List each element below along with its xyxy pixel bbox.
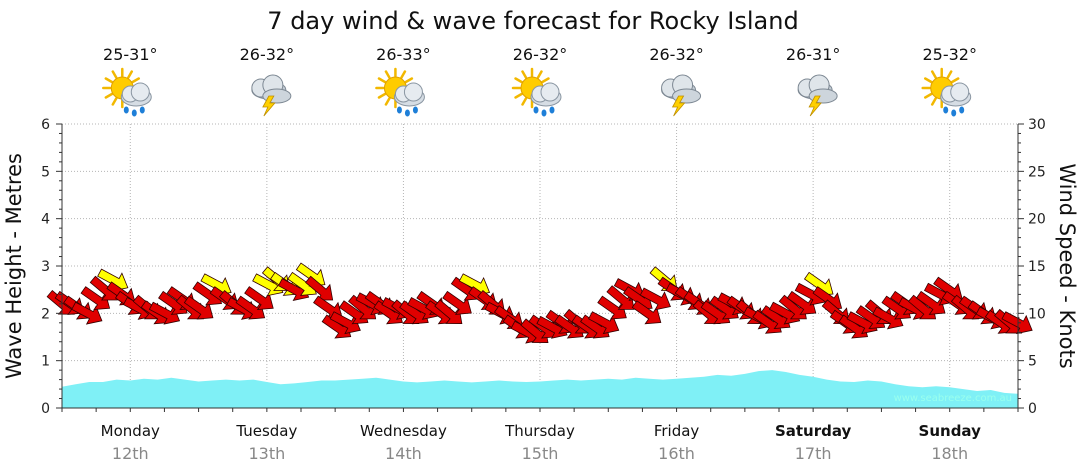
wind-arrow: [872, 306, 904, 330]
right-tick-label: 30: [1028, 117, 1046, 133]
wind-arrow: [148, 301, 181, 325]
right-tick-label: 25: [1028, 164, 1046, 180]
right-tick-label: 5: [1028, 354, 1037, 370]
day-name-label: Wednesday: [360, 422, 447, 440]
left-tick-label: 3: [41, 259, 50, 275]
day-date-label: 12th: [112, 444, 149, 463]
temperature-range: 25-31°: [103, 45, 158, 64]
cloud-storm-icon: [661, 74, 702, 117]
right-axis-label: Wind Speed - Knots: [1055, 163, 1079, 368]
temperature-range: 26-32°: [649, 45, 704, 64]
sun-cloud-rain-icon: [375, 67, 425, 117]
temperature-range: 26-32°: [513, 45, 568, 64]
day-date-label: 14th: [385, 444, 422, 463]
right-axis-ticks: 0 5 10 15 20 25 30: [1028, 117, 1046, 417]
left-axis-ticks: 0 1 2 3 4 5 6: [41, 117, 50, 417]
wind-arrow: [639, 287, 671, 311]
day-date-label: 17th: [795, 444, 832, 463]
credit-watermark: www.seabreeze.com.au: [894, 393, 1012, 404]
sun-cloud-rain-icon: [511, 67, 562, 117]
wind-arrow: [183, 295, 214, 320]
temperature-range: 26-31°: [786, 45, 841, 64]
day-name-label: Tuesday: [235, 422, 297, 440]
left-tick-label: 1: [41, 354, 50, 370]
left-tick-label: 0: [41, 401, 50, 417]
wind-arrow: [80, 286, 111, 311]
wave-height-area: [62, 370, 1018, 408]
day-date-label: 15th: [522, 444, 559, 463]
wind-arrow: [606, 285, 635, 310]
day-name-label: Monday: [101, 422, 160, 440]
left-tick-label: 6: [41, 117, 50, 133]
wave-height-series: [62, 370, 1018, 408]
day-name-label: Saturday: [775, 422, 852, 440]
temperature-range: 26-33°: [376, 45, 431, 64]
wind-arrow: [434, 299, 463, 324]
wind-arrow: [588, 311, 620, 335]
right-tick-label: 10: [1028, 306, 1046, 322]
cloud-storm-icon: [797, 74, 838, 117]
grid-lines: [62, 123, 1018, 408]
wind-arrow: [329, 311, 361, 335]
day-date-label: 13th: [248, 444, 285, 463]
temperature-range: 26-32°: [240, 45, 295, 64]
right-tick-label: 20: [1028, 212, 1046, 228]
day-name-label: Sunday: [919, 422, 982, 440]
axes: [56, 123, 1024, 412]
day-date-label: 18th: [931, 444, 968, 463]
day-labels: Monday 12th Tuesday 13th Wednesday 14th Thursd…: [101, 422, 981, 463]
left-axis-label: Wave Height - Metres: [2, 153, 26, 379]
wind-arrow: [244, 286, 274, 311]
wind-arrow: [442, 290, 472, 315]
sun-cloud-rain-icon: [921, 67, 972, 117]
sun-cloud-rain-icon: [102, 67, 152, 117]
wind-arrow: [631, 300, 662, 325]
wind-arrows-layer: [46, 262, 1033, 344]
wind-arrow: [915, 290, 946, 315]
wind-arrow: [786, 290, 817, 315]
left-tick-label: 5: [41, 164, 50, 180]
cloud-storm-icon: [251, 74, 292, 117]
day-name-label: Friday: [654, 422, 700, 440]
left-tick-label: 4: [41, 212, 50, 228]
chart-title: 7 day wind & wave forecast for Rocky Isl…: [267, 7, 798, 35]
wind-arrow: [305, 275, 334, 301]
wind-arrow: [71, 301, 103, 325]
right-tick-label: 15: [1028, 259, 1046, 275]
temperature-range: 25-32°: [922, 45, 977, 64]
left-tick-label: 2: [41, 306, 50, 322]
daily-weather-row: 25-31° 26-32° 26-33° 26-32° 26-32° 26-31° 25-3…: [102, 45, 977, 117]
right-tick-label: 0: [1028, 401, 1037, 417]
day-date-label: 16th: [658, 444, 695, 463]
wind-arrow: [597, 295, 627, 320]
day-name-label: Thursday: [504, 422, 575, 440]
wind-arrow: [1001, 311, 1033, 335]
wind-arrow: [235, 295, 266, 320]
